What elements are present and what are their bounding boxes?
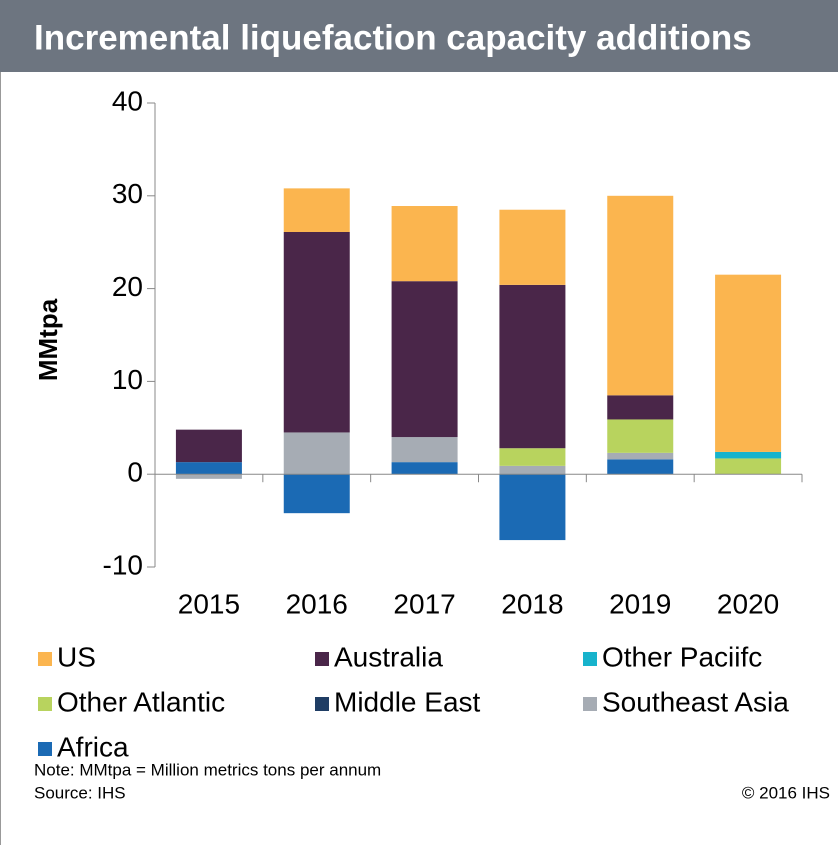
y-axis-title: MMtpa: [33, 298, 63, 381]
bar-segment: [607, 452, 674, 460]
x-tick-label: 2015: [178, 588, 240, 619]
y-tick-label: 30: [112, 178, 143, 209]
legend-label: Africa: [57, 731, 129, 762]
legend-label: Other Atlantic: [57, 686, 225, 717]
legend-label: Australia: [334, 641, 443, 672]
bar-segment: [715, 458, 782, 475]
bar-segment: [607, 395, 674, 420]
bar-segment: [607, 459, 674, 475]
bar-segment: [391, 281, 458, 438]
bar-segment: [715, 274, 782, 452]
legend-swatch: [315, 652, 329, 666]
chart-title: Incremental liquefaction capacity additi…: [34, 18, 752, 57]
legend-swatch: [38, 697, 52, 711]
bar-segment: [607, 195, 674, 396]
bar-segment: [607, 419, 674, 453]
bar-segment: [175, 429, 242, 463]
bar-segment: [175, 462, 242, 475]
bar-segment: [499, 284, 566, 449]
note: Note: MMtpa = Million metrics tons per a…: [34, 760, 381, 779]
x-tick-label: 2017: [393, 588, 455, 619]
y-tick-label: 20: [112, 271, 143, 302]
y-tick-label: -10: [103, 549, 143, 580]
x-tick-label: 2020: [717, 588, 779, 619]
bar-segment: [499, 474, 566, 541]
bar-segment: [283, 432, 350, 475]
bar-segment: [391, 462, 458, 475]
bar-segment: [175, 474, 242, 479]
bar-segment: [391, 437, 458, 463]
legend-swatch: [38, 742, 52, 756]
bar-segment: [499, 209, 566, 285]
bar-segment: [499, 448, 566, 466]
legend-label: Other Paciifc: [602, 641, 762, 672]
bar-segment: [499, 465, 566, 475]
source: Source: IHS: [34, 783, 126, 802]
bar-segment: [715, 451, 782, 459]
legend-swatch: [315, 697, 329, 711]
y-tick-label: 40: [112, 85, 143, 116]
y-tick-label: 0: [127, 457, 143, 488]
legend-label: Middle East: [334, 686, 481, 717]
bar-segment: [283, 474, 350, 514]
title-band: [0, 0, 838, 72]
x-tick-label: 2016: [286, 588, 348, 619]
bar-segment: [283, 188, 350, 232]
bar-segment: [283, 231, 350, 433]
legend-label: US: [57, 641, 96, 672]
x-tick-label: 2019: [609, 588, 671, 619]
legend-label: Southeast Asia: [602, 686, 789, 717]
legend-swatch: [583, 652, 597, 666]
legend-swatch: [38, 652, 52, 666]
copyright: © 2016 IHS: [742, 783, 830, 802]
y-tick-label: 10: [112, 364, 143, 395]
x-tick-label: 2018: [501, 588, 563, 619]
bar-segment: [391, 206, 458, 282]
legend-swatch: [583, 697, 597, 711]
